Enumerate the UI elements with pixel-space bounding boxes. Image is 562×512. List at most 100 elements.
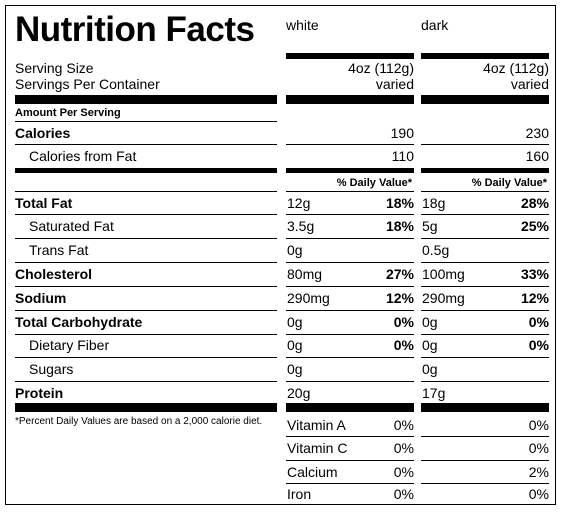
section-bar-dark — [421, 95, 549, 104]
total-fat-pct-dark: 28% — [520, 195, 549, 211]
vitamin-a-dark: 0% — [528, 417, 549, 433]
divider — [15, 310, 277, 311]
daily-value-header-dark: % Daily Value* — [471, 177, 547, 189]
dietary-fiber-pct-white: 0% — [393, 337, 414, 353]
section-bar-dark-3 — [421, 403, 549, 412]
divider — [421, 144, 549, 145]
divider — [15, 262, 277, 263]
calories-from-fat-white: 110 — [391, 148, 414, 164]
sodium-dark: 290mg — [422, 290, 465, 306]
servings-per-container-label: Servings Per Container — [15, 76, 160, 92]
vitamin-c-label: Vitamin C — [287, 440, 348, 456]
divider — [286, 357, 414, 358]
dietary-fiber-white: 0g — [287, 337, 303, 353]
total-fat-white: 12g — [287, 195, 311, 211]
sodium-pct-dark: 12% — [520, 290, 549, 306]
divider — [15, 381, 277, 382]
serving-size-dark: 4oz (112g) — [483, 60, 549, 76]
divider — [421, 214, 549, 215]
total-carbohydrate-label: Total Carbohydrate — [15, 314, 143, 330]
dietary-fiber-label: Dietary Fiber — [29, 337, 110, 353]
sodium-label: Sodium — [15, 290, 67, 306]
sugars-white: 0g — [287, 361, 303, 377]
divider — [421, 357, 549, 358]
calories-from-fat-label: Calories from Fat — [29, 148, 137, 164]
total-fat-pct-white: 18% — [385, 195, 414, 211]
protein-white: 20g — [287, 385, 311, 401]
divider — [15, 214, 277, 215]
divider — [421, 191, 549, 192]
servings-per-container-dark: varied — [510, 76, 549, 92]
nutrition-title: Nutrition Facts — [15, 10, 255, 49]
divider — [286, 262, 414, 263]
divider — [421, 483, 549, 484]
divider — [286, 381, 414, 382]
divider — [421, 436, 549, 437]
header-bar-dark — [421, 53, 549, 59]
divider — [421, 238, 549, 239]
divider — [286, 144, 414, 145]
daily-value-header-white: % Daily Value* — [336, 177, 412, 189]
cholesterol-label: Cholesterol — [15, 266, 93, 282]
calories-dark: 230 — [525, 125, 549, 141]
divider — [421, 381, 549, 382]
divider — [15, 238, 277, 239]
header-bar-white — [286, 53, 414, 59]
divider — [286, 334, 414, 335]
cholesterol-dark: 100mg — [422, 266, 465, 282]
calories-label: Calories — [15, 125, 71, 141]
divider — [286, 214, 414, 215]
total-carbohydrate-dark: 0g — [422, 314, 438, 330]
column-header-white: white — [286, 17, 319, 33]
calcium-dark: 2% — [528, 464, 549, 480]
divider — [421, 286, 549, 287]
calcium-white: 0% — [393, 464, 414, 480]
cholesterol-white: 80mg — [287, 266, 323, 282]
vitamin-a-white: 0% — [393, 417, 414, 433]
saturated-fat-pct-white: 18% — [385, 218, 414, 234]
sodium-white: 290mg — [287, 290, 330, 306]
divider — [286, 191, 414, 192]
protein-label: Protein — [15, 385, 64, 401]
calcium-label: Calcium — [287, 464, 338, 480]
trans-fat-dark: 0.5g — [422, 242, 450, 258]
divider — [15, 334, 277, 335]
saturated-fat-dark: 5g — [422, 218, 438, 234]
section-bar-label-2 — [15, 168, 277, 173]
divider — [286, 310, 414, 311]
total-fat-dark: 18g — [422, 195, 446, 211]
divider — [15, 144, 277, 145]
nutrition-facts-panel: Nutrition Facts white dark Serving Size … — [5, 5, 556, 505]
saturated-fat-white: 3.5g — [287, 218, 315, 234]
total-carbohydrate-pct-white: 0% — [393, 314, 414, 330]
divider — [15, 191, 277, 192]
servings-per-container-white: varied — [375, 76, 414, 92]
total-fat-label: Total Fat — [15, 195, 73, 211]
vitamin-c-white: 0% — [393, 440, 414, 456]
protein-dark: 17g — [422, 385, 446, 401]
divider — [286, 483, 414, 484]
section-bar-white-3 — [286, 403, 414, 412]
divider — [421, 262, 549, 263]
sodium-pct-white: 12% — [385, 290, 414, 306]
divider — [15, 121, 277, 122]
divider — [286, 436, 414, 437]
section-bar-white-2 — [286, 168, 414, 173]
divider — [286, 286, 414, 287]
amount-per-serving-label: Amount Per Serving — [15, 107, 121, 119]
sugars-dark: 0g — [422, 361, 438, 377]
divider — [15, 286, 277, 287]
vitamin-a-label: Vitamin A — [287, 417, 346, 433]
cholesterol-pct-white: 27% — [385, 266, 414, 282]
dietary-fiber-dark: 0g — [422, 337, 438, 353]
calories-from-fat-dark: 160 — [525, 148, 549, 164]
total-carbohydrate-white: 0g — [287, 314, 303, 330]
trans-fat-white: 0g — [287, 242, 303, 258]
iron-label: Iron — [287, 486, 312, 502]
divider — [421, 334, 549, 335]
serving-size-label: Serving Size — [15, 60, 94, 76]
saturated-fat-label: Saturated Fat — [29, 218, 114, 234]
section-bar-label-3 — [15, 403, 277, 412]
footnote: *Percent Daily Values are based on a 2,0… — [15, 416, 263, 427]
section-bar-label — [15, 95, 277, 104]
